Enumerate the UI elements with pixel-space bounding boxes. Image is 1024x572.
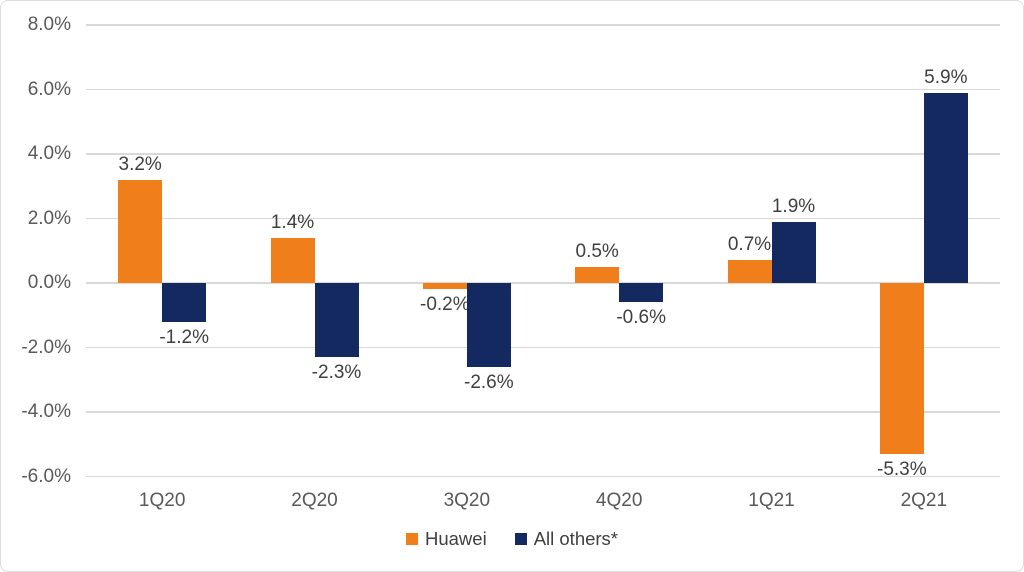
- bar-all-others--1Q21: [771, 221, 816, 283]
- y-axis-tick-label: 8.0%: [27, 14, 71, 35]
- bar-huawei-1Q20: [118, 179, 163, 283]
- data-label-all-others--1Q20: -1.2%: [159, 326, 209, 348]
- gridline--4.0%: [86, 411, 1000, 413]
- x-axis-label-1Q21: 1Q21: [748, 490, 795, 511]
- legend-item-all-others-: All others*: [514, 528, 619, 550]
- y-axis-tick-label: 6.0%: [27, 78, 71, 100]
- legend-swatch-icon: [514, 533, 527, 545]
- data-label-all-others--4Q20: -0.6%: [616, 307, 666, 329]
- x-axis-label-4Q20: 4Q20: [595, 490, 643, 511]
- bar-all-others--1Q20: [162, 283, 207, 322]
- y-axis-tick-label: 2.0%: [27, 207, 71, 229]
- legend-label: All others*: [533, 528, 619, 549]
- data-label-huawei-4Q20: 0.5%: [575, 240, 619, 262]
- data-label-huawei-1Q21: 0.7%: [727, 234, 772, 256]
- gridline-2.0%: [86, 217, 1000, 220]
- chart-legend: Huawei All others*: [1, 528, 1023, 550]
- bar-huawei-2Q21: [879, 283, 924, 454]
- data-label-all-others--3Q20: -2.6%: [464, 371, 514, 393]
- bar-huawei-2Q20: [270, 237, 315, 283]
- bar-all-others--3Q20: [466, 283, 511, 367]
- x-axis-label-2Q20: 2Q20: [291, 490, 338, 511]
- legend-label: Huawei: [424, 528, 487, 549]
- gridline-6.0%: [86, 88, 1000, 91]
- data-label-huawei-2Q21: -5.3%: [877, 458, 927, 480]
- bar-huawei-4Q20: [575, 266, 620, 283]
- y-axis-tick-label: -2.0%: [21, 336, 71, 358]
- data-label-huawei-1Q20: 3.2%: [118, 153, 162, 175]
- data-label-all-others--2Q20: -2.3%: [311, 362, 362, 384]
- y-axis-tick-label: 4.0%: [27, 143, 71, 164]
- gridline-4.0%: [86, 153, 1000, 155]
- gridline-8.0%: [86, 24, 1000, 26]
- x-axis-label-1Q20: 1Q20: [138, 490, 186, 511]
- bar-all-others--2Q21: [923, 92, 968, 283]
- legend-item-huawei: Huawei: [405, 528, 487, 550]
- legend-swatch-icon: [405, 533, 418, 545]
- y-axis-tick-label: 0.0%: [27, 272, 71, 293]
- bar-huawei-3Q20: [422, 283, 467, 290]
- gridline--6.0%: [86, 475, 1000, 478]
- data-label-huawei-3Q20: -0.2%: [420, 294, 470, 316]
- data-label-huawei-2Q20: 1.4%: [270, 211, 315, 233]
- bar-all-others--4Q20: [619, 283, 664, 303]
- bar-huawei-1Q21: [727, 260, 772, 283]
- x-axis-label-2Q21: 2Q21: [900, 490, 948, 511]
- bar-all-others--2Q20: [314, 283, 359, 358]
- y-axis-tick-label: -6.0%: [21, 465, 71, 487]
- gridline-0.0%: [86, 282, 1000, 284]
- gridline--2.0%: [86, 346, 1000, 349]
- data-label-all-others--2Q21: 5.9%: [924, 66, 968, 88]
- y-axis-tick-label: -4.0%: [21, 401, 71, 422]
- data-label-all-others--1Q21: 1.9%: [771, 195, 816, 217]
- x-axis-label-3Q20: 3Q20: [443, 490, 491, 511]
